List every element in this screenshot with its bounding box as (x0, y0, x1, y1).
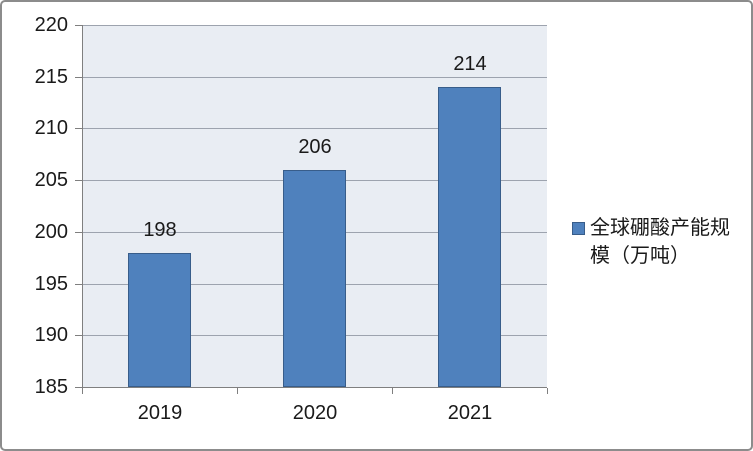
y-tick-label: 210 (34, 117, 68, 139)
x-tick-mark (392, 388, 393, 394)
x-tick-mark (237, 388, 238, 394)
x-axis-line (82, 387, 547, 388)
y-tick-label: 185 (34, 376, 68, 398)
y-tick-mark (75, 335, 82, 336)
bar (438, 87, 501, 387)
y-axis-line (82, 25, 83, 388)
y-tick-mark (75, 77, 82, 78)
legend-label-line2: 模（万吨） (590, 245, 690, 267)
bar-value-label: 214 (453, 53, 487, 75)
y-tick-mark (75, 387, 82, 388)
y-tick-label: 195 (34, 273, 68, 295)
y-tick-label: 205 (34, 169, 68, 191)
gridline (82, 128, 547, 129)
bar (283, 169, 346, 387)
y-tick-mark (75, 25, 82, 26)
y-tick-mark (75, 284, 82, 285)
legend-label: 全球硼酸产能规 模（万吨） (590, 214, 730, 270)
x-tick-label: 2019 (137, 402, 183, 424)
legend-label-line1: 全球硼酸产能规 (590, 217, 730, 239)
bar (128, 252, 191, 387)
bar-value-label: 198 (143, 219, 177, 241)
y-tick-label: 215 (34, 66, 68, 88)
y-tick-label: 200 (34, 221, 68, 243)
x-tick-label: 2020 (292, 402, 338, 424)
x-tick-mark (82, 388, 83, 394)
gridline (82, 77, 547, 78)
y-tick-mark (75, 232, 82, 233)
legend-marker-icon (572, 222, 585, 235)
x-tick-label: 2021 (447, 402, 493, 424)
bar-value-label: 206 (298, 136, 332, 158)
y-tick-mark (75, 128, 82, 129)
y-tick-mark (75, 180, 82, 181)
y-tick-label: 190 (34, 324, 68, 346)
y-tick-label: 220 (34, 14, 68, 36)
gridline (82, 25, 547, 26)
legend: 全球硼酸产能规 模（万吨） (572, 214, 730, 270)
x-tick-mark (547, 388, 548, 394)
